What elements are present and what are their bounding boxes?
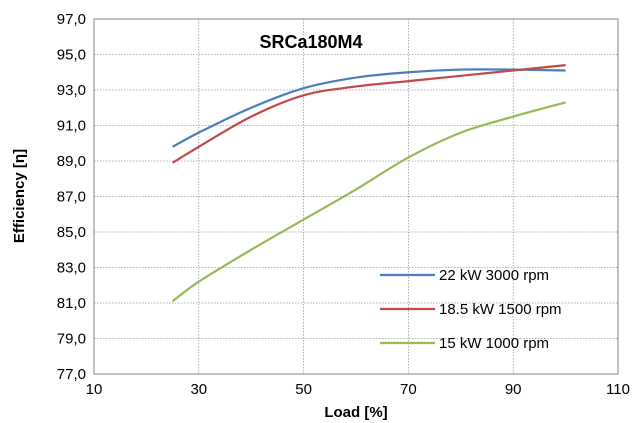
x-tick-label: 110 [606,381,630,398]
y-axis-title: Efficiency [η] [11,149,28,243]
legend-label: 15 kW 1000 rpm [439,335,549,352]
y-tick-label: 81,0 [57,295,86,312]
legend-label: 18.5 kW 1500 rpm [439,301,562,318]
y-tick-label: 83,0 [57,260,86,277]
series-lines [171,64,566,303]
plot-area-frame [93,18,619,375]
chart-title: SRCa180M4 [259,32,362,52]
x-tick-label: 10 [86,381,103,398]
y-tick-label: 95,0 [57,47,86,64]
x-tick-label: 50 [295,381,312,398]
y-tick-label: 93,0 [57,82,86,99]
tick-labels: 77,0 79,0 81,0 83,0 85,0 87,0 89,0 91,0 93,0 95,0… [57,11,630,398]
x-axis-title: Load [%] [324,404,387,421]
y-tick-label: 79,0 [57,331,86,348]
y-tick-label: 91,0 [57,118,86,135]
series-line [172,64,566,164]
y-tick-label: 97,0 [57,11,86,28]
x-tick-label: 70 [400,381,417,398]
y-tick-label: 87,0 [57,189,86,206]
y-tick-label: 77,0 [57,366,86,383]
y-tick-label: 89,0 [57,153,86,170]
legend: 22 kW 3000 rpm 18.5 kW 1500 rpm 15 kW 1000… [380,267,562,352]
grid-lines [94,19,618,374]
legend-label: 22 kW 3000 rpm [439,267,549,284]
series-line [172,68,566,148]
x-tick-label: 90 [505,381,522,398]
x-tick-label: 30 [190,381,207,398]
y-tick-label: 85,0 [57,224,86,241]
series-line [171,101,566,303]
